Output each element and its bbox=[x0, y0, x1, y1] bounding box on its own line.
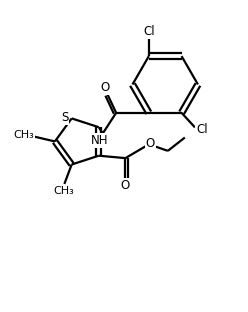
Text: Cl: Cl bbox=[196, 123, 208, 136]
Text: CH₃: CH₃ bbox=[54, 186, 74, 196]
Text: Cl: Cl bbox=[143, 25, 155, 38]
Text: CH₃: CH₃ bbox=[14, 130, 34, 140]
Text: NH: NH bbox=[91, 134, 108, 147]
Text: O: O bbox=[146, 137, 155, 150]
Text: O: O bbox=[121, 179, 130, 192]
Text: S: S bbox=[61, 111, 68, 124]
Text: O: O bbox=[101, 81, 110, 94]
